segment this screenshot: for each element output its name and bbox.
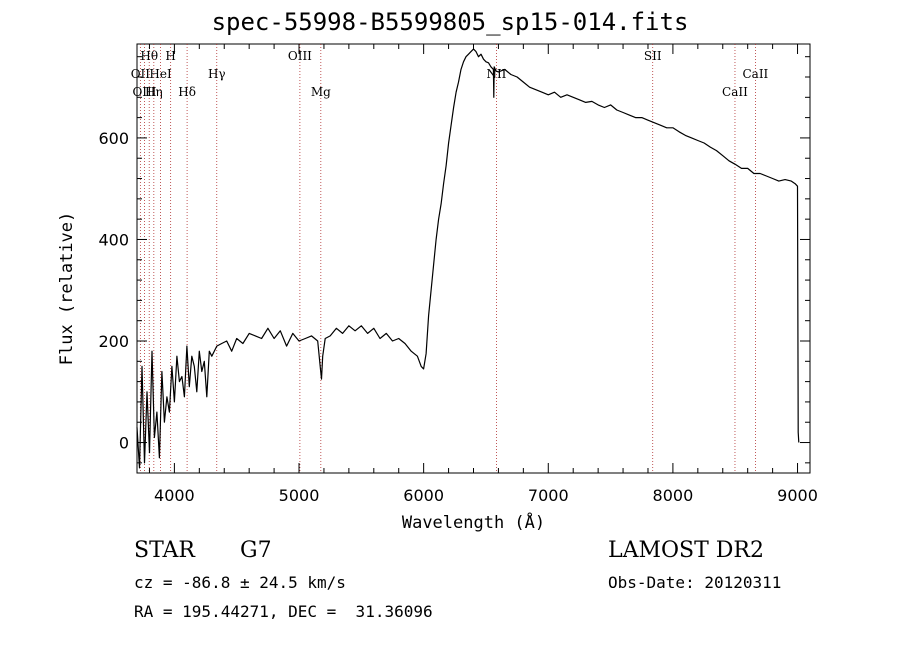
spectral-line-label: Hθ (140, 49, 158, 63)
spectral-line-label: NII (486, 67, 506, 81)
spectral-line-label: OIII (288, 49, 312, 63)
spectral-line-label: Hγ (208, 67, 226, 81)
x-tick-label: 7000 (528, 486, 569, 505)
spectral-line-label: SII (644, 49, 662, 63)
object-subclass: G7 (240, 538, 272, 563)
x-tick-label: 8000 (653, 486, 694, 505)
object-class: STAR (134, 538, 195, 563)
spectral-line-label: CaII (742, 67, 768, 81)
spectral-line-label: OII (131, 67, 151, 81)
survey-name: LAMOST DR2 (608, 538, 764, 563)
chart-title: spec-55998-B5599805_sp15-014.fits (211, 8, 689, 36)
redshift-cz: cz = -86.8 ± 24.5 km/s (134, 573, 346, 592)
spectral-line-label: Hη (145, 85, 163, 99)
spectral-line-label: Hδ (178, 85, 196, 99)
spectral-line-label: H (165, 49, 175, 63)
spectral-line-label: CaII (722, 85, 748, 99)
x-tick-label: 4000 (154, 486, 195, 505)
spectral-line-label: HeI (149, 67, 172, 81)
spectral-line-label: Mg (311, 85, 331, 99)
plot-frame (136, 43, 811, 474)
y-tick-label: 400 (98, 230, 129, 249)
x-tick-label: 9000 (777, 486, 818, 505)
x-tick-label: 6000 (403, 486, 444, 505)
y-axis-label: Flux (relative) (57, 212, 77, 366)
ra-dec: RA = 195.44271, DEC = 31.36096 (134, 602, 433, 621)
spectral-line-label: OIII (132, 85, 156, 99)
y-tick-label: 0 (119, 434, 129, 453)
flux-series-line (136, 48, 800, 469)
y-tick-label: 600 (98, 129, 129, 148)
x-tick-label: 5000 (279, 486, 320, 505)
x-axis-label: Wavelength (Å) (402, 511, 545, 533)
y-tick-label: 200 (98, 332, 129, 351)
obs-date: Obs-Date: 20120311 (608, 573, 782, 592)
